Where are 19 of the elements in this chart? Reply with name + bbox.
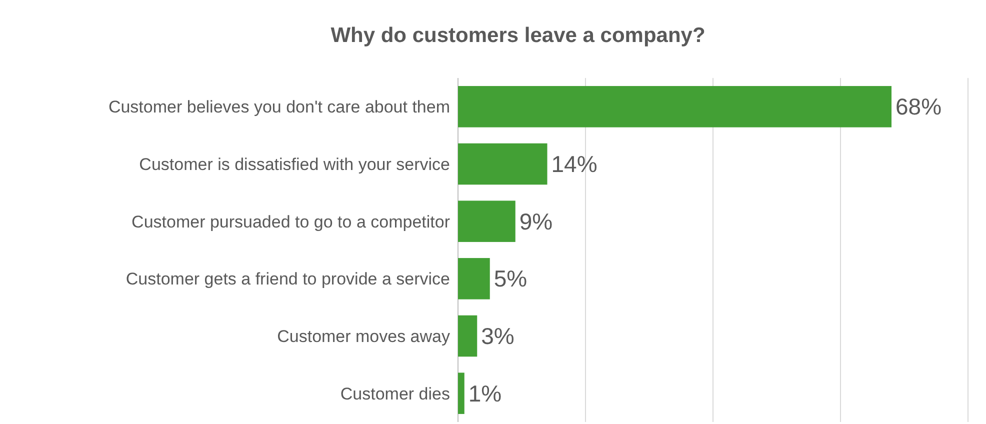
chart-title: Why do customers leave a company?	[330, 24, 706, 47]
bar	[458, 258, 490, 300]
data-label: 5%	[494, 266, 528, 292]
data-label: 3%	[481, 323, 514, 350]
y-tick-label: Customer is dissatisfied with your service	[139, 154, 450, 174]
y-tick-label: Customer moves away	[277, 326, 450, 346]
y-tick-label: Customer pursuaded to go to a competitor	[132, 212, 450, 232]
y-tick-label: Customer dies	[340, 384, 450, 404]
data-label: 1%	[468, 380, 502, 406]
y-tick-label: Customer gets a friend to provide a service	[126, 270, 450, 289]
bar	[458, 86, 892, 128]
bar	[458, 143, 548, 185]
bar	[458, 315, 478, 357]
bar	[458, 372, 464, 414]
data-label: 9%	[519, 208, 553, 234]
data-label: 68%	[896, 94, 942, 120]
bar	[458, 200, 516, 242]
data-label: 14%	[551, 151, 598, 178]
y-tick-label: Customer believes you don't care about them	[108, 98, 450, 117]
